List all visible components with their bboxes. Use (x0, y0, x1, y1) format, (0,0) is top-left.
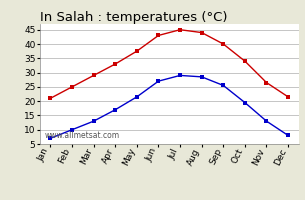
Text: In Salah : temperatures (°C): In Salah : temperatures (°C) (40, 11, 227, 24)
Text: www.allmetsat.com: www.allmetsat.com (45, 131, 120, 140)
